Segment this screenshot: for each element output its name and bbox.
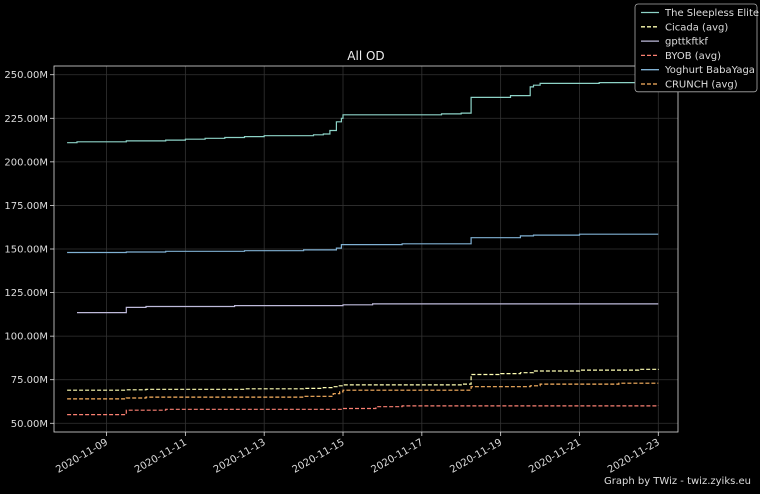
series-line-cicada-avg — [67, 368, 659, 391]
x-tick-label: 2020-11-21 — [527, 437, 583, 476]
y-axis: 50.00M 75.00M 100.00M 125.00M 150.00M 175.00M… — [4, 70, 54, 430]
series-line-crunch-avg — [67, 382, 659, 400]
y-tick-label: 50.00M — [11, 419, 48, 430]
legend-entry: CRUNCH (avg) — [665, 80, 738, 91]
series-lines — [67, 81, 659, 416]
series-line-the-sleepless-elite — [67, 81, 659, 144]
y-tick-label: 200.00M — [4, 157, 48, 168]
x-tick-label: 2020-11-15 — [291, 437, 347, 476]
series-line-gpttkftkf — [77, 303, 659, 314]
legend-frame — [634, 3, 758, 93]
y-tick-label: 175.00M — [4, 201, 48, 212]
x-tick-label: 2020-11-19 — [448, 437, 504, 476]
legend-entry: The Sleepless Elite — [664, 8, 759, 19]
x-tick-label: 2020-11-17 — [369, 437, 425, 476]
chart-title: All OD — [347, 49, 384, 63]
legend-entry: BYOB (avg) — [665, 51, 721, 62]
footer-credit: Graph by TWiz - twiz.zyiks.eu — [604, 476, 751, 487]
x-tick-label: 2020-11-11 — [133, 437, 189, 476]
legend-entry: Cicada (avg) — [665, 22, 728, 33]
y-tick-label: 100.00M — [4, 332, 48, 343]
legend-entry: Yoghurt BabaYaga — [664, 65, 755, 76]
y-tick-label: 75.00M — [11, 375, 48, 386]
legend: The Sleepless Elite Cicada (avg) gpttkftkf… — [634, 3, 759, 93]
x-tick-label: 2020-11-13 — [212, 437, 268, 476]
legend-entry: gpttkftkf — [665, 37, 708, 48]
y-tick-label: 125.00M — [4, 288, 48, 299]
grid — [54, 66, 678, 432]
y-tick-label: 225.00M — [4, 114, 48, 125]
series-line-yoghurt-babayaga — [67, 233, 659, 254]
series-line-byob-avg — [67, 405, 659, 416]
x-axis: 2020-11-09 2020-11-11 2020-11-13 2020-11-15… — [54, 432, 662, 476]
y-tick-label: 150.00M — [4, 245, 48, 256]
y-tick-label: 250.00M — [4, 70, 48, 81]
x-tick-label: 2020-11-09 — [54, 437, 110, 476]
x-tick-label: 2020-11-23 — [606, 437, 662, 476]
